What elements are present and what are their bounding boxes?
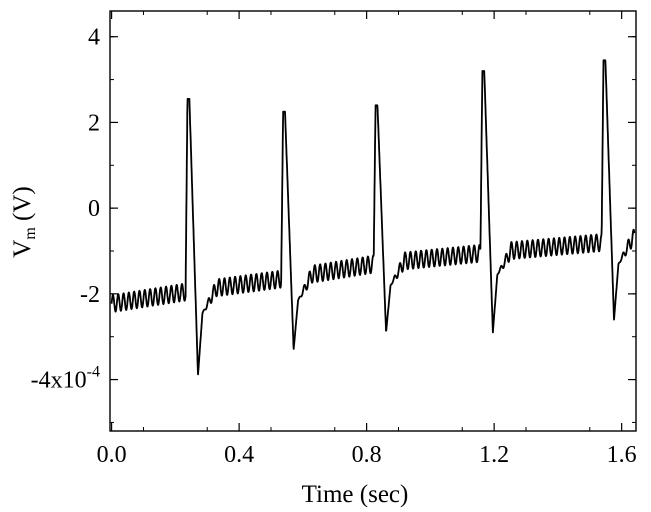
x-tick-label: 0.8 xyxy=(352,442,382,468)
tick-labels: 0.0 0.4 0.8 1.2 1.6 4 2 0 -2 -4x10-4 xyxy=(31,25,637,468)
x-tick-label: 1.6 xyxy=(607,442,637,468)
series-line xyxy=(110,59,636,376)
x-axis-label: Time (sec) xyxy=(302,481,409,508)
y-axis-label-subscript: m xyxy=(22,227,39,240)
ticks xyxy=(110,11,636,431)
y-axis-label-unit: (V) xyxy=(9,186,36,227)
y-axis-label: Vm (V) xyxy=(9,186,39,257)
y-multiplier: x10 xyxy=(51,368,87,394)
series-layer xyxy=(110,59,636,376)
y-multiplier-exponent: -4 xyxy=(87,364,100,381)
x-tick-label: 0.4 xyxy=(224,442,254,468)
plot-frame xyxy=(109,10,637,432)
y-tick-label: 4 xyxy=(88,25,100,51)
y-tick-label: 2 xyxy=(88,110,100,136)
x-tick-label: 1.2 xyxy=(479,442,509,468)
y-tick-label: -2 xyxy=(80,282,100,308)
y-axis-label-base: V xyxy=(9,240,36,258)
y-tick-label: -4x10-4 xyxy=(31,364,100,394)
x-tick-label: 0.0 xyxy=(97,442,127,468)
y-tick-label: 0 xyxy=(88,196,100,222)
